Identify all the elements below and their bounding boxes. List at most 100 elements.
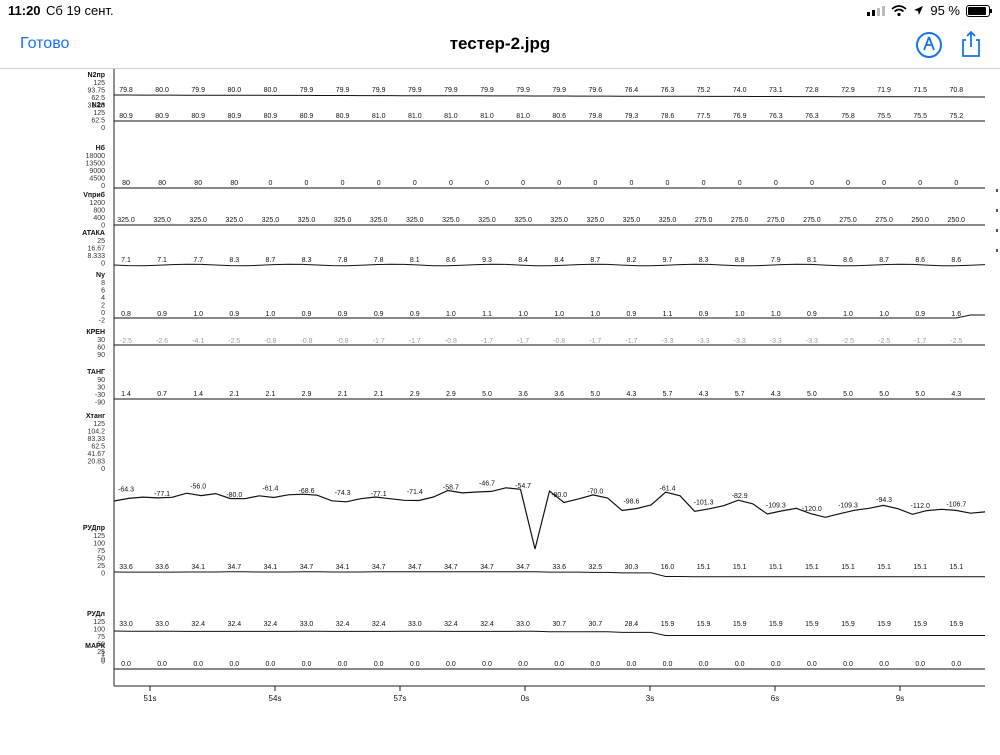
- data-label: 2.1: [266, 391, 276, 398]
- scale-label: 125: [93, 421, 105, 428]
- data-label: 275.0: [731, 217, 749, 224]
- data-label: 72.9: [841, 87, 855, 94]
- data-label: 15.9: [661, 621, 675, 628]
- scale-label: 90: [97, 352, 105, 359]
- data-label: 0: [918, 180, 922, 187]
- scale-label: 25: [97, 563, 105, 570]
- data-label: 80.6: [552, 113, 566, 120]
- data-label: -2.5: [228, 338, 240, 345]
- data-label: 32.4: [372, 621, 386, 628]
- data-label: -68.6: [299, 488, 315, 495]
- data-label: -1.7: [481, 338, 493, 345]
- data-label: 5.0: [915, 391, 925, 398]
- data-label: 9.3: [482, 257, 492, 264]
- data-label: 7.1: [121, 257, 131, 264]
- data-label: 0.0: [482, 661, 492, 668]
- data-label: 80.9: [264, 113, 278, 120]
- data-label: 34.7: [480, 564, 494, 571]
- data-label: -2.6: [156, 338, 168, 345]
- markup-pen-icon[interactable]: [916, 32, 942, 58]
- data-label: 8.7: [879, 257, 889, 264]
- data-label: 2.1: [338, 391, 348, 398]
- data-label: 0: [774, 180, 778, 187]
- done-button[interactable]: Готово: [20, 35, 70, 52]
- data-label: 76.3: [661, 87, 675, 94]
- data-label: 1.1: [663, 311, 673, 318]
- data-label: 325.0: [262, 217, 280, 224]
- edge-mark: [996, 189, 998, 192]
- x-tick-label: 6s: [771, 694, 779, 703]
- data-label: -109.3: [766, 502, 786, 509]
- scale-label: 0: [101, 261, 105, 268]
- data-label: 0: [954, 180, 958, 187]
- data-label: 8.4: [518, 257, 528, 264]
- data-label: 325.0: [189, 217, 207, 224]
- data-label: 5.0: [843, 391, 853, 398]
- strip-label: Vприб: [83, 191, 105, 199]
- data-label: 15.1: [913, 564, 927, 571]
- data-label: 32.4: [480, 621, 494, 628]
- data-label: 0.0: [338, 661, 348, 668]
- data-label: -1.7: [914, 338, 926, 345]
- data-label: 75.2: [697, 87, 711, 94]
- data-label: 325.0: [587, 217, 605, 224]
- scale-label: 75: [97, 634, 105, 641]
- navigation-bar: Готово тестер-2.jpg: [0, 22, 1000, 69]
- data-label: 275.0: [875, 217, 893, 224]
- data-label: 32.5: [588, 564, 602, 571]
- data-label: 79.9: [444, 87, 458, 94]
- data-label: 76.4: [625, 87, 639, 94]
- data-label: 1.0: [266, 311, 276, 318]
- data-label: 0.0: [735, 661, 745, 668]
- data-label: 34.7: [227, 564, 241, 571]
- data-label: 79.9: [300, 87, 314, 94]
- data-label: 0: [666, 180, 670, 187]
- wifi-icon: [891, 4, 907, 16]
- data-label: 325.0: [406, 217, 424, 224]
- scale-label: 125: [93, 80, 105, 87]
- data-label: 0.7: [157, 391, 167, 398]
- data-label: 15.9: [733, 621, 747, 628]
- data-label: 81.0: [516, 113, 530, 120]
- scale-label: 0: [101, 657, 105, 664]
- data-label: 80: [158, 180, 166, 187]
- data-label: 80.9: [300, 113, 314, 120]
- data-label: 1.0: [518, 311, 528, 318]
- scale-label: 0: [101, 310, 105, 317]
- data-label: -56.0: [190, 484, 206, 491]
- x-tick-label: 51s: [144, 694, 157, 703]
- edge-mark: [996, 229, 998, 232]
- data-label: 1.0: [879, 311, 889, 318]
- x-tick-label: 57s: [394, 694, 407, 703]
- scale-label: 0: [101, 183, 105, 190]
- scale-label: 104.2: [87, 429, 105, 436]
- data-label: -61.4: [262, 485, 278, 492]
- share-icon[interactable]: [960, 30, 982, 58]
- scale-label: 2: [101, 303, 105, 310]
- data-label: 75.5: [913, 113, 927, 120]
- data-label: 0.9: [915, 311, 925, 318]
- scale-label: 62.5: [91, 95, 105, 102]
- data-label: -0.8: [264, 338, 276, 345]
- data-label: 80.9: [336, 113, 350, 120]
- strip-label: РУДл: [87, 611, 105, 618]
- data-label: -71.4: [407, 489, 423, 496]
- data-label: 81.0: [480, 113, 494, 120]
- data-label: 33.6: [119, 564, 133, 571]
- data-label: 34.7: [372, 564, 386, 571]
- scale-label: 1200: [89, 200, 105, 207]
- data-label: -112.0: [911, 503, 930, 510]
- data-label: 7.8: [374, 257, 384, 264]
- data-label: 76.9: [733, 113, 747, 120]
- data-label: 15.1: [697, 564, 711, 571]
- data-label: 79.9: [480, 87, 494, 94]
- edge-mark: [996, 209, 998, 212]
- document-view[interactable]: 51s 54s 57s 0s 3s 6s 9s N2пр 125 93.75 62.5 31.25 79…: [0, 69, 1000, 750]
- scale-label: 90: [97, 377, 105, 384]
- data-label: -0.8: [337, 338, 349, 345]
- data-label: 8.6: [843, 257, 853, 264]
- data-label: 4.3: [627, 391, 637, 398]
- data-label: -77.1: [371, 491, 387, 498]
- data-label: -2.5: [878, 338, 890, 345]
